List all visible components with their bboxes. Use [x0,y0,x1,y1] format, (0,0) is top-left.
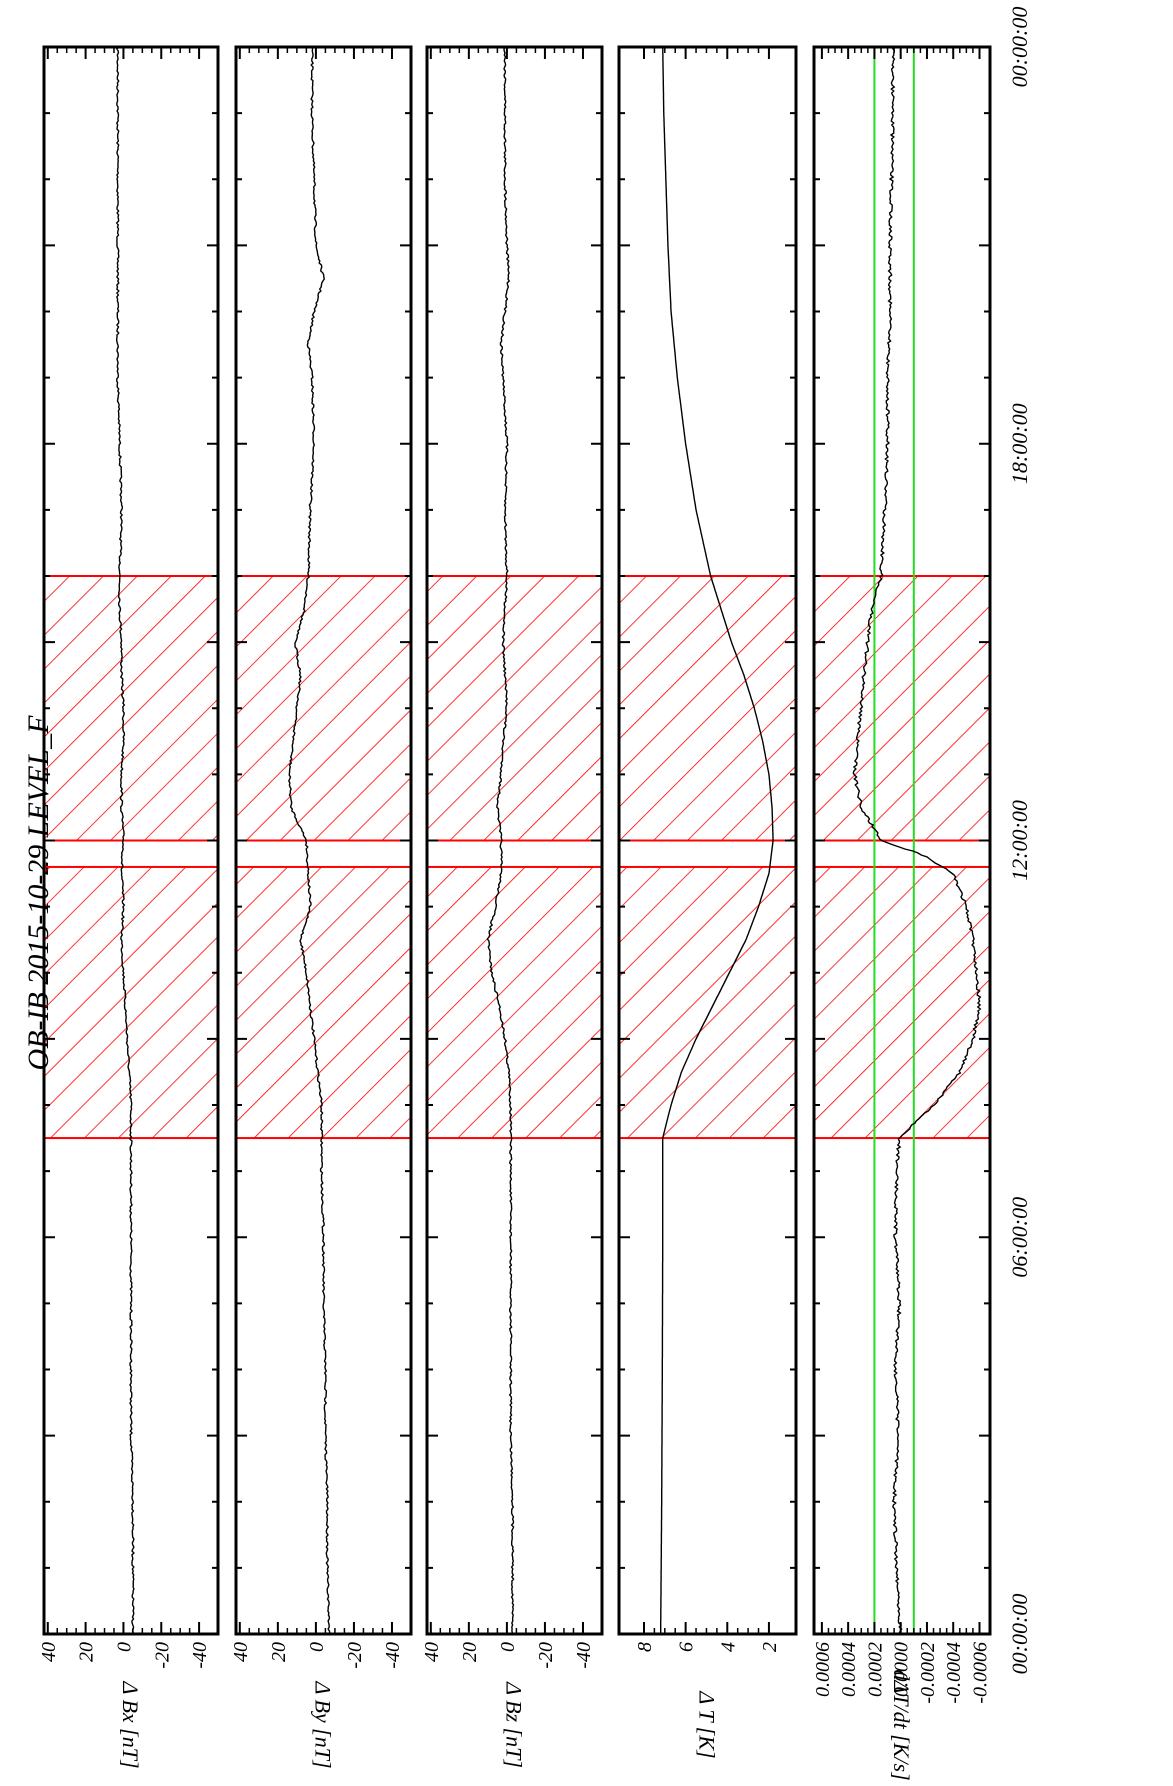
y-axis-label-bz: Δ Bz [nT] [502,1681,527,1768]
y-tick-label: -40 [382,1642,404,1669]
y-tick-label: -20 [535,1642,557,1669]
y-axis-label-dt: Δ T [K] [695,1690,720,1758]
y-tick-label: 4 [717,1642,739,1652]
y-tick-label: 0.0000 [891,1642,913,1697]
panel-dt: 8 6 4 2 Δ T [K] [617,45,798,1759]
y-tick-label: 20 [268,1642,290,1662]
y-axis-label-by: Δ By [nT] [311,1680,336,1768]
x-tick-label: 06:00:00 [1007,1197,1032,1278]
y-tick-label: -40 [189,1642,211,1669]
y-axis-label-bx: Δ Bx [nT] [118,1680,143,1768]
y-tick-label: 6 [676,1642,698,1652]
panels: 40 20 0 -20 -40Δ Bx [nT]40 20 0 -20 -40Δ By [nT]… [38,7,1032,1781]
x-tick-label: 18:00:00 [1007,403,1032,484]
hatch-region [235,865,412,1140]
panel-bz: 40 20 0 -20 -40 Δ Bz [nT] [421,45,604,1768]
y-tick-label: 20 [459,1642,481,1662]
series-line-bx [115,46,135,1634]
y-tick-label: 40 [38,1642,60,1662]
hatch-region [426,575,603,842]
series-line-by [288,46,331,1634]
y-tick-label: 0 [306,1642,328,1652]
x-tick-label: 00:00:00 [1007,1594,1032,1675]
y-axis-label-ddt: dΔT/dt [K/s] [889,1669,914,1780]
y-tick-label: 0.0006 [812,1642,834,1697]
y-tick-label: -0.0006 [969,1642,991,1704]
panel-bx: 40 20 0 -20 -40 Δ Bx [nT] [38,45,220,1769]
y-tick-label: 8 [634,1642,656,1652]
hatch-region [235,575,412,842]
y-tick-label: -0.0004 [943,1642,965,1704]
panel-by: 40 20 0 -20 -40 Δ By [nT] [230,45,413,1769]
y-tick-label: -40 [573,1642,595,1669]
y-tick-label: 0 [113,1642,135,1652]
y-tick-label: 0 [497,1642,519,1652]
y-tick-label: 2 [759,1642,781,1652]
panel-ddt: 0.0006 0.0004 0.0002 0.0000 -0.0002 -0.0004 -0… [812,45,992,1781]
hatch-region [43,575,219,842]
hatch-region [618,865,797,1140]
y-tick-label: -20 [344,1642,366,1669]
y-tick-label: 0.0002 [864,1642,886,1697]
hatch-region [813,575,991,842]
x-tick-label: 00:00:00 [1007,7,1032,88]
hatch-region [813,865,991,1140]
hatch-region [43,865,219,1140]
y-tick-label: 40 [421,1642,443,1662]
y-tick-label: -20 [151,1642,173,1669]
series-line-bz [486,46,515,1634]
x-tick-label: 12:00:00 [1007,800,1032,881]
y-tick-label: 0.0004 [838,1642,860,1697]
series-line-ddt [852,46,982,1634]
series-line-dt [660,46,774,1633]
y-tick-label: 40 [230,1642,252,1662]
y-tick-label: -0.0002 [917,1642,939,1704]
hatch-region [426,865,603,1140]
y-tick-label: 20 [76,1642,98,1662]
hatch-region [618,575,797,842]
